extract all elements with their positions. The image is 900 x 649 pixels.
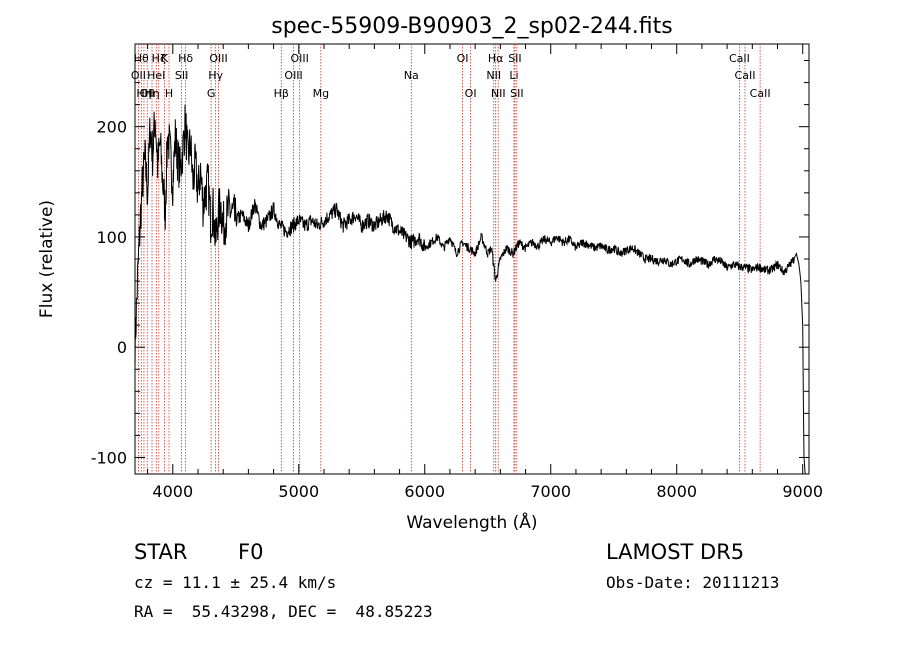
spectral-line-label: SII [510,87,523,100]
observation-date: Obs-Date: 20111213 [606,573,780,592]
object-subclass: F0 [238,540,264,564]
spectral-line-label: OII [131,69,146,82]
chart-title: spec-55909-B90903_2_sp02-244.fits [271,14,673,39]
y-tick-label: -100 [91,448,127,467]
spectral-line-label: Hζ [152,52,166,65]
spectral-line-label: HeI [147,69,165,82]
y-tick-labels: -100 0 100 200 [91,118,127,468]
x-tick-label: 5000 [278,482,319,501]
x-tick-label: 4000 [152,482,193,501]
spectral-line-label: CaII [729,52,750,65]
x-tick-labels: 4000 5000 6000 7000 8000 9000 [152,482,823,501]
x-axis-label: Wavelength (Å) [406,511,537,533]
spectral-line-label: SII [508,52,521,65]
spectral-line-label: Na [404,69,419,82]
spectrum-chart: spec-55909-B90903_2_sp02-244.fits OIIHθH… [37,14,823,533]
x-tick-label: 8000 [656,482,697,501]
spectral-line-label: Hη [144,87,159,100]
flux-series-line [134,104,806,475]
y-tick-label: 0 [117,338,127,357]
spectral-line-label: Mg [313,87,329,100]
spectral-line-label: K [161,52,169,65]
spectral-line-label: Li [509,69,518,82]
coordinates: RA = 55.43298, DEC = 48.85223 [134,602,433,621]
spectral-line-label: OI [465,87,477,100]
spectral-line-label: CaII [735,69,756,82]
spectral-line-label: OIII [284,69,302,82]
spectral-line-label: OII [140,87,155,100]
spectral-line-label: Hη [136,87,151,100]
x-tick-label: 7000 [530,482,571,501]
spectral-line-label: NII [486,69,501,82]
spectral-line-label: OI [457,52,469,65]
axis-ticks [135,44,809,474]
survey-name: LAMOST DR5 [606,540,745,564]
plot-frame [134,43,810,475]
y-axis-label: Flux (relative) [37,200,57,318]
x-tick-label: 6000 [404,482,445,501]
spectral-line-label: CaII [750,87,771,100]
spectral-line-labels: OIIHθHηOIIHηHeIHζKHSIIHδGHγOIIIHβOIIIOII… [131,52,771,100]
spectral-line-markers [138,44,761,474]
spectral-line-label: G [207,87,216,100]
spectral-line-label: Hδ [178,52,193,65]
y-tick-label: 200 [96,118,127,137]
x-tick-label: 9000 [782,482,823,501]
spectral-line-label: Hβ [274,87,289,100]
spectral-line-label: OIII [209,52,227,65]
spectral-line-label: NII [491,87,506,100]
spectral-line-label: H [165,87,173,100]
object-class: STAR [134,540,188,564]
spectral-line-label: OIII [290,52,308,65]
y-tick-label: 100 [96,228,127,247]
spectral-line-label: Hα [488,52,504,65]
spectral-line-label: Hγ [208,69,223,82]
redshift-value: cz = 11.1 ± 25.4 km/s [134,573,337,592]
spectral-line-label: Hθ [134,52,149,65]
spectral-line-label: SII [175,69,188,82]
